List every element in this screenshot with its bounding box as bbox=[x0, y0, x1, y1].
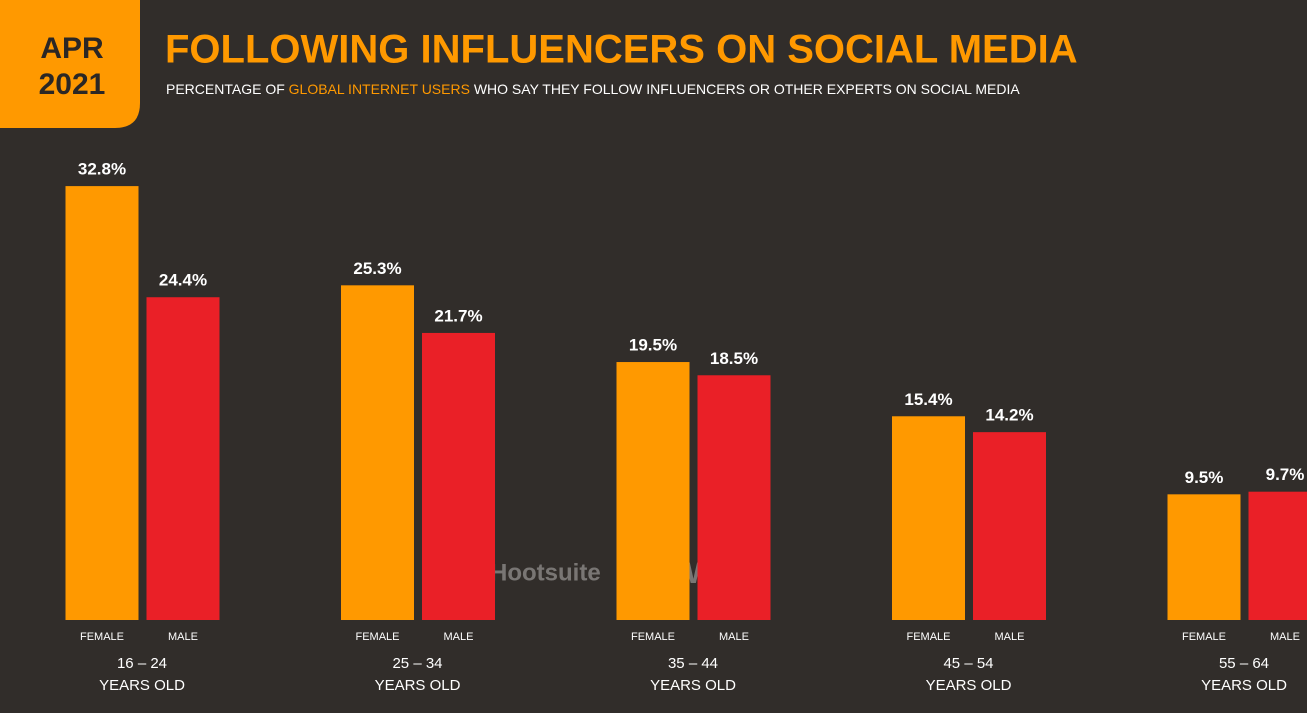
series-label: FEMALE bbox=[1182, 631, 1226, 643]
chart-subtitle: PERCENTAGE OF GLOBAL INTERNET USERS WHO … bbox=[166, 81, 1020, 97]
badge-year: 2021 bbox=[39, 68, 106, 101]
bar bbox=[1248, 491, 1307, 620]
bar bbox=[697, 375, 771, 620]
series-label: MALE bbox=[719, 631, 749, 643]
chart-title: FOLLOWING INFLUENCERS ON SOCIAL MEDIA bbox=[165, 28, 1078, 72]
subtitle-highlight: GLOBAL INTERNET USERS bbox=[289, 81, 470, 97]
category-suffix: YEARS OLD bbox=[99, 677, 185, 694]
bar bbox=[65, 186, 139, 621]
subtitle-part: WHO SAY THEY FOLLOW INFLUENCERS OR OTHER… bbox=[470, 81, 1020, 97]
series-label: MALE bbox=[1270, 631, 1300, 643]
value-label: 9.7% bbox=[1266, 465, 1305, 484]
value-label: 19.5% bbox=[629, 336, 677, 355]
value-label: 9.5% bbox=[1185, 468, 1224, 487]
category-suffix: YEARS OLD bbox=[1201, 677, 1287, 694]
bar bbox=[146, 297, 220, 620]
series-label: MALE bbox=[168, 631, 198, 643]
category-label: 35 – 44 bbox=[668, 655, 718, 672]
date-badge bbox=[0, 0, 140, 128]
category-label: 25 – 34 bbox=[392, 655, 442, 672]
bar bbox=[1167, 494, 1241, 620]
watermark: Hootsuite bbox=[490, 559, 601, 586]
series-label: FEMALE bbox=[631, 631, 675, 643]
bar bbox=[892, 416, 965, 620]
category-label: 55 – 64 bbox=[1219, 655, 1269, 672]
category-label: 45 – 54 bbox=[943, 655, 993, 672]
series-label: MALE bbox=[995, 631, 1025, 643]
series-label: MALE bbox=[444, 631, 474, 643]
badge-month: APR bbox=[40, 32, 104, 65]
bar bbox=[422, 332, 495, 620]
category-label: 16 – 24 bbox=[117, 655, 167, 672]
series-label: FEMALE bbox=[355, 631, 399, 643]
category-suffix: YEARS OLD bbox=[375, 677, 461, 694]
value-label: 14.2% bbox=[985, 406, 1033, 425]
category-suffix: YEARS OLD bbox=[926, 677, 1012, 694]
series-label: FEMALE bbox=[906, 631, 950, 643]
bar bbox=[973, 432, 1046, 620]
category-suffix: YEARS OLD bbox=[650, 677, 736, 694]
series-label: FEMALE bbox=[80, 631, 124, 643]
bar bbox=[616, 362, 690, 620]
value-label: 25.3% bbox=[353, 259, 401, 278]
subtitle-part: PERCENTAGE OF bbox=[166, 81, 289, 97]
value-label: 21.7% bbox=[434, 306, 482, 325]
value-label: 18.5% bbox=[710, 349, 758, 368]
value-label: 15.4% bbox=[904, 390, 952, 409]
bar bbox=[341, 285, 414, 620]
value-label: 24.4% bbox=[159, 271, 207, 290]
value-label: 32.8% bbox=[78, 160, 126, 179]
